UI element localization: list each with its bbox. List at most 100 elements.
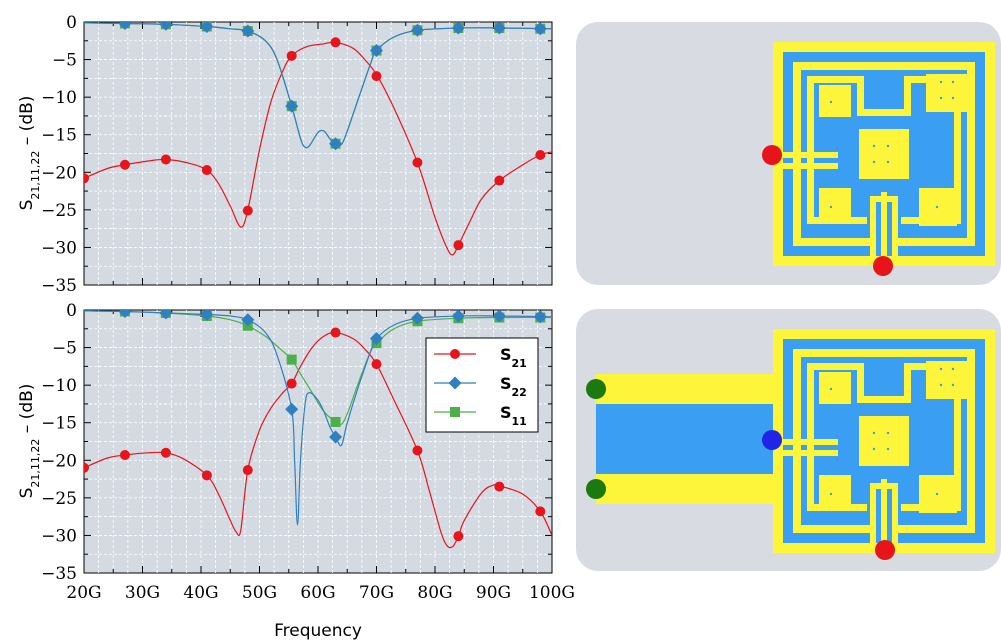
- ytick-label: −20: [41, 451, 77, 471]
- pcb-u-bottom: [857, 396, 911, 403]
- marker-s22: [159, 310, 173, 320]
- marker-s22: [118, 310, 132, 319]
- pcb-inner-left: [807, 76, 814, 224]
- pcb-via: [829, 387, 833, 391]
- pcb-feed-bottom-cap: [870, 196, 898, 202]
- pcb-pad-top-left: [819, 85, 851, 117]
- pcb-feed-left: [773, 152, 838, 158]
- xtick-label: 20G: [66, 583, 101, 603]
- legend-marker-s11: [450, 407, 460, 417]
- xtick-label: 80G: [417, 583, 452, 603]
- marker-s21: [119, 159, 130, 170]
- pcb-via: [939, 367, 943, 371]
- pcb-ring-bottom-left: [793, 238, 873, 246]
- pcb-via: [872, 144, 876, 148]
- pcb-via: [872, 447, 876, 451]
- pcb-via: [886, 431, 890, 435]
- port-green-bottom: [586, 479, 606, 499]
- pcb-via: [872, 160, 876, 164]
- ytick-label: −35: [41, 276, 77, 296]
- marker-s21: [160, 447, 171, 458]
- xtick-label: 60G: [300, 583, 335, 603]
- pcb-ring-right: [967, 349, 975, 533]
- pcb-feed-bottom-cap: [870, 483, 898, 489]
- marker-s22: [329, 430, 343, 444]
- pcb-via: [935, 492, 939, 496]
- feed-line-inner: [596, 404, 774, 474]
- pcb-via: [939, 96, 943, 100]
- pcb-ring-bottom-left: [793, 525, 873, 533]
- pcb-via: [951, 80, 955, 84]
- ylabel-top: S21,11,22 – (dB): [17, 96, 42, 211]
- legend-label-s21: S21: [500, 345, 527, 370]
- series-s22: [84, 310, 552, 526]
- marker-s21: [535, 506, 546, 517]
- series-line-s22: [84, 310, 552, 526]
- pcb-feed-bottom-3: [892, 489, 898, 553]
- marker-s11: [286, 354, 297, 365]
- ticks-bottom: [83, 309, 553, 574]
- pcb-ring-bottom-right: [895, 525, 975, 533]
- pcb-via: [829, 492, 833, 496]
- pcb-via: [935, 205, 939, 209]
- marker-s21: [494, 175, 505, 186]
- marker-s21: [160, 154, 171, 165]
- pcb-body: [773, 329, 995, 553]
- ytick-label: −25: [41, 489, 77, 509]
- marker-s21: [535, 150, 546, 161]
- marker-s22: [159, 22, 173, 31]
- ytick-label: −5: [52, 339, 77, 359]
- xtick-labels-bottom: 20G 30G 40G 50G 60G 70G 80G 90G 100G: [66, 583, 575, 603]
- pcb-ring-top: [793, 62, 975, 70]
- grid-bottom: [84, 310, 552, 573]
- pcb-via: [886, 144, 890, 148]
- marker-s22: [200, 22, 214, 34]
- grid-top: [84, 22, 552, 285]
- marker-s21: [412, 157, 423, 168]
- pcb-u-right: [904, 76, 911, 116]
- port-bottom-red: [873, 256, 893, 276]
- legend-label-s11: S11: [500, 403, 527, 428]
- xtick-label: 90G: [476, 583, 511, 603]
- marker-s22: [329, 137, 343, 151]
- pcb-inner-bottom-left: [807, 217, 867, 224]
- pcb-via: [829, 100, 833, 104]
- series-s21: [84, 37, 552, 256]
- pcb-feed-bottom-2: [881, 192, 887, 266]
- pcb-via: [951, 383, 955, 387]
- chart-top: 0 −5 −10 −15 −20 −25 −30 −35 S21,11,22 – (dB): [17, 13, 553, 296]
- pcb-pad-center: [859, 416, 909, 466]
- pcb-inner-top-left: [807, 363, 857, 370]
- ytick-label: −35: [41, 564, 77, 584]
- pcb-feed-left: [773, 439, 838, 445]
- xtick-label: 100G: [529, 583, 575, 603]
- legend-marker-s22: [448, 376, 462, 390]
- series-line-s21: [84, 41, 552, 256]
- pcb-via: [886, 447, 890, 451]
- pcb-via: [939, 80, 943, 84]
- series-bottom: [84, 310, 552, 549]
- pcb-pad-top-right: [926, 74, 968, 112]
- ytick-labels-bottom: 0 −5 −10 −15 −20 −25 −30 −35: [41, 301, 77, 584]
- ytick-label: −25: [41, 201, 77, 221]
- pcb-ring-right: [967, 62, 975, 246]
- marker-s21: [201, 470, 212, 481]
- legend-marker-s21: [450, 349, 460, 359]
- ytick-label: −10: [41, 88, 77, 108]
- pcb-via: [872, 431, 876, 435]
- pcb-pad-bottom-left: [819, 475, 851, 507]
- marker-s21: [286, 378, 297, 389]
- series-line-s22: [84, 22, 552, 149]
- pcb-inner-right: [954, 363, 961, 511]
- ytick-label: −15: [41, 414, 77, 434]
- marker-s22: [241, 313, 255, 327]
- marker-s21: [119, 450, 130, 461]
- marker-s21: [201, 165, 212, 176]
- pcb-diagram-top: [576, 22, 1001, 285]
- marker-s22: [451, 22, 465, 35]
- marker-s22: [533, 22, 547, 36]
- ytick-label: 0: [66, 13, 77, 33]
- ylabel-bottom: S21,11,22 – (dB): [17, 384, 42, 499]
- ytick-label: 0: [66, 301, 77, 321]
